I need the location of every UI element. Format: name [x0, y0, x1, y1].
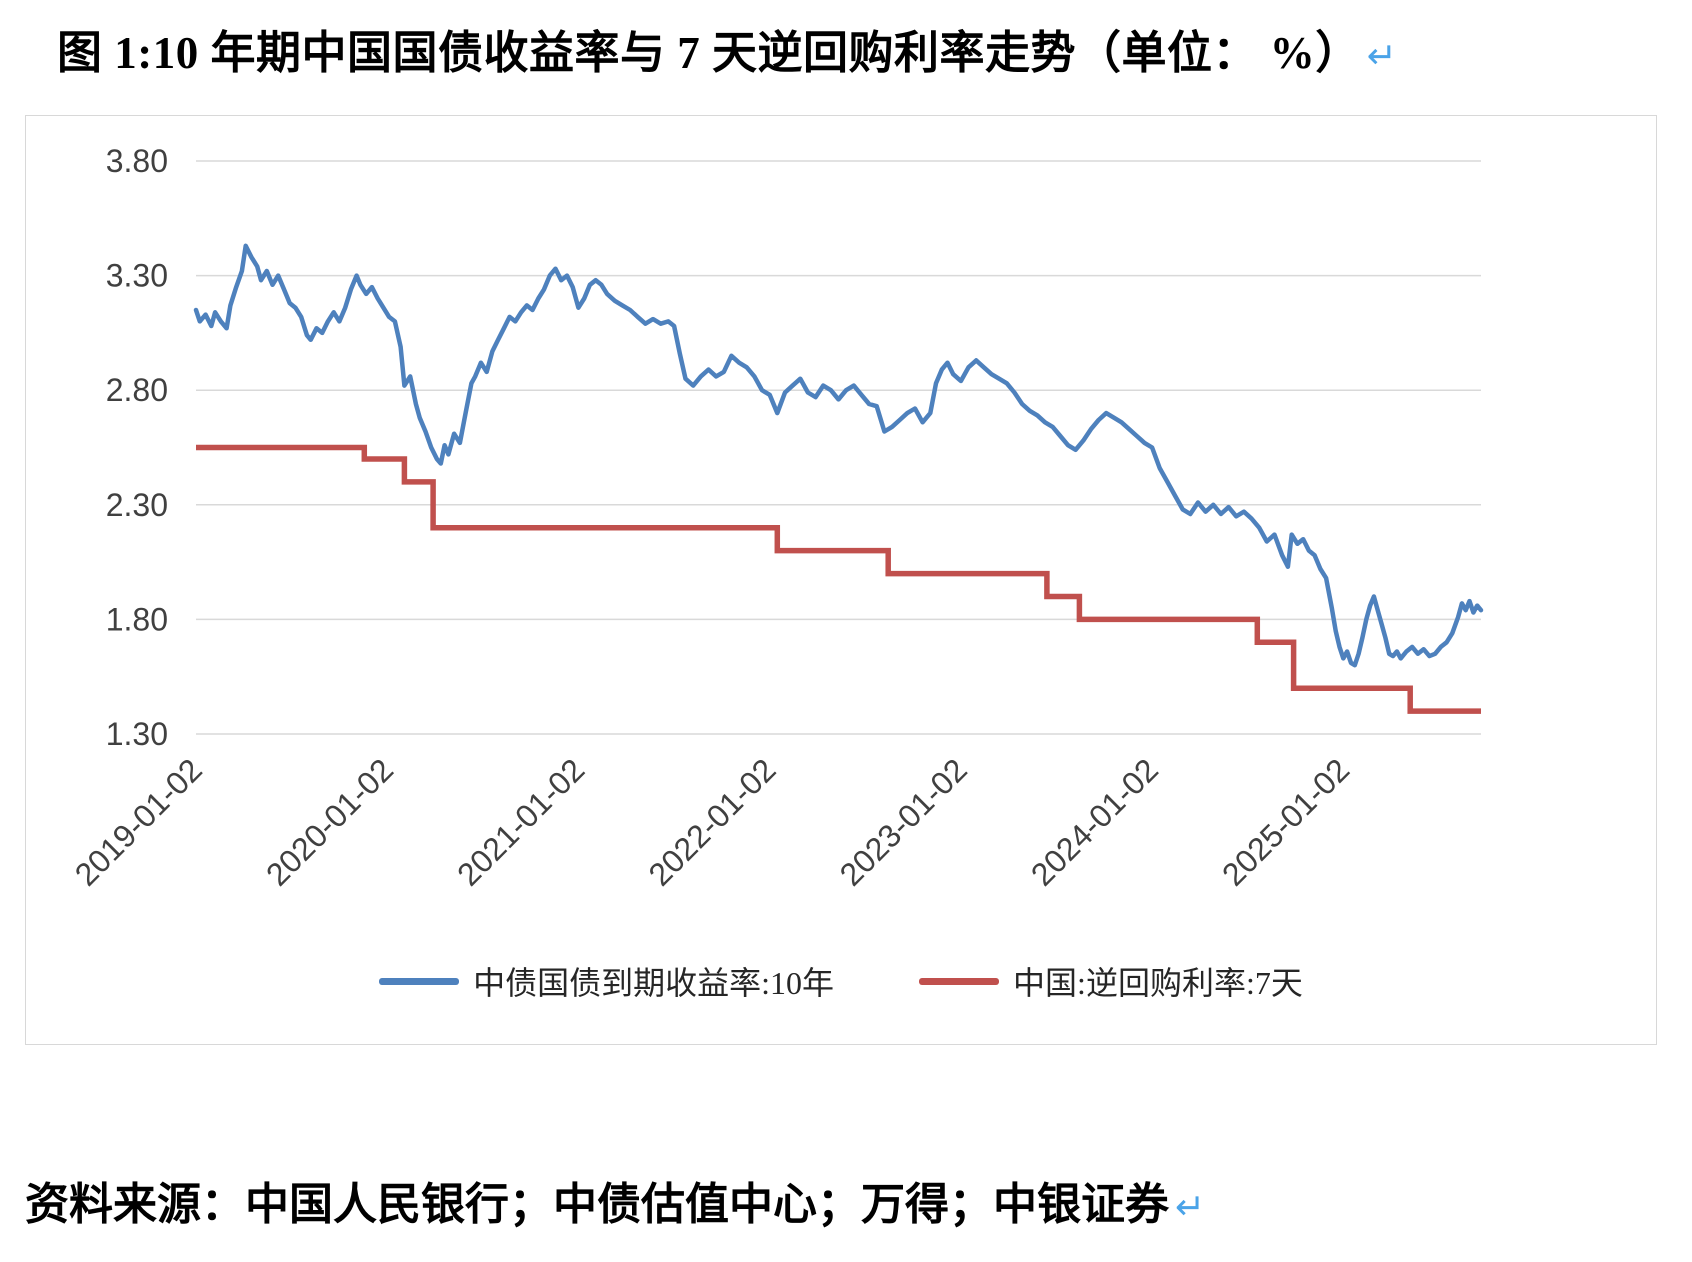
- svg-text:2021-01-02: 2021-01-02: [450, 751, 591, 892]
- svg-text:2.30: 2.30: [106, 487, 168, 523]
- data-source-text: 资料来源：中国人民银行；中债估值中心；万得；中银证券: [25, 1180, 1169, 1229]
- legend-label-cgb-10y-yield: 中债国债到期收益率:10年: [473, 965, 835, 1001]
- svg-text:2.80: 2.80: [106, 372, 168, 408]
- legend-line-blue: [379, 977, 460, 985]
- legend-item-cgb-10y-yield: 中债国债到期收益率:10年: [379, 958, 834, 1004]
- svg-text:2022-01-02: 2022-01-02: [641, 751, 782, 892]
- chart-legend: 中债国债到期收益率:10年 中国:逆回购利率:7天: [26, 958, 1656, 1004]
- svg-text:2020-01-02: 2020-01-02: [259, 751, 400, 892]
- svg-text:3.80: 3.80: [106, 143, 168, 179]
- paragraph-return-icon: ↵: [1366, 36, 1398, 77]
- legend-line-red: [919, 977, 1000, 985]
- svg-text:2025-01-02: 2025-01-02: [1215, 751, 1356, 892]
- legend-label-reverse-repo-7d: 中国:逆回购利率:7天: [1013, 965, 1303, 1001]
- svg-text:1.80: 1.80: [106, 601, 168, 637]
- svg-text:2019-01-02: 2019-01-02: [68, 751, 209, 892]
- chart-container: 3.80 3.30 2.80 2.30 1.80 1.30 2019-01-02 2020-0…: [25, 115, 1657, 1045]
- svg-text:2024-01-02: 2024-01-02: [1024, 751, 1165, 892]
- legend-item-reverse-repo-7d: 中国:逆回购利率:7天: [919, 958, 1303, 1004]
- figure-title-text: 图 1:10 年期中国国债收益率与 7 天逆回购利率走势（单位： %）: [57, 28, 1361, 78]
- svg-text:2023-01-02: 2023-01-02: [833, 751, 974, 892]
- paragraph-return-icon: ↵: [1175, 1187, 1206, 1228]
- data-source-line: 资料来源：中国人民银行；中债估值中心；万得；中银证券 ↵: [25, 1168, 1205, 1232]
- svg-text:1.30: 1.30: [106, 716, 168, 752]
- svg-text:3.30: 3.30: [106, 258, 168, 294]
- figure-title: 图 1:10 年期中国国债收益率与 7 天逆回购利率走势（单位： %） ↵: [57, 16, 1397, 81]
